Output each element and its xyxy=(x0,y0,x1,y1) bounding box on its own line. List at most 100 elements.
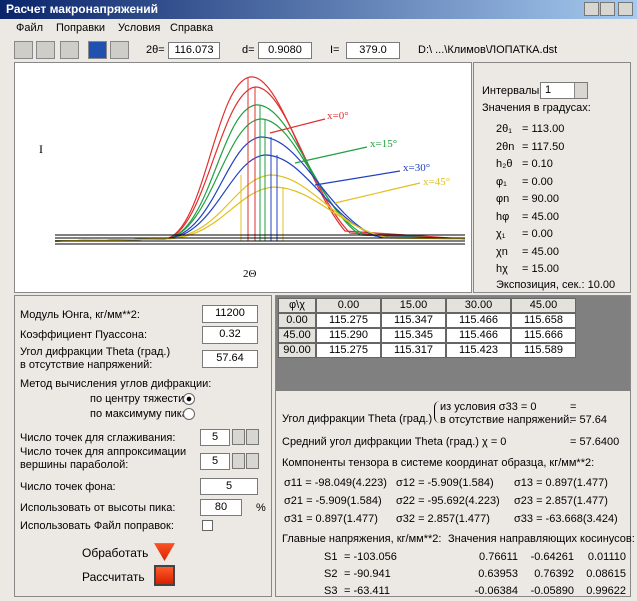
height-field[interactable]: 80 xyxy=(200,499,242,516)
cosine: 0.99622 xyxy=(586,585,626,597)
mean-value: = 57.6400 xyxy=(570,436,620,448)
cosine: -0.64261 xyxy=(530,551,574,563)
y-axis-label: I xyxy=(39,142,43,156)
intervals-panel xyxy=(473,62,631,293)
principal-name: S3 xyxy=(324,585,338,597)
intervals-label: Интервалы: xyxy=(482,85,543,97)
tensor-component: σ23 = 2.857(1.477) xyxy=(514,495,608,507)
radio-checked[interactable] xyxy=(183,393,195,405)
x-axis-label: 2Θ xyxy=(243,268,257,280)
table-cell: 115.290 xyxy=(316,328,381,343)
table-header-cell: φ\χ xyxy=(278,298,316,313)
maximize-button[interactable] xyxy=(600,2,615,16)
table-cell: 115.347 xyxy=(381,313,446,328)
spin-up[interactable] xyxy=(246,453,259,469)
table-header-cell: 45.00 xyxy=(511,298,576,313)
smooth-field[interactable]: 5 xyxy=(200,429,230,446)
table-cell: 90.00 xyxy=(278,343,316,358)
approx-label: Число точек для аппроксимации xyxy=(20,446,187,458)
minimize-button[interactable] xyxy=(584,2,599,16)
baseline xyxy=(55,234,465,245)
interval-name: h₂θ xyxy=(496,158,513,170)
young-label: Модуль Юнга, кг/мм**2: xyxy=(20,309,140,321)
principal-value: = -63.411 xyxy=(344,585,390,597)
spin-down[interactable] xyxy=(232,453,245,469)
table-cell: 115.589 xyxy=(511,343,576,358)
theta-label: Угол дифракции Theta (град.) xyxy=(282,413,433,425)
cosine: 0.76392 xyxy=(534,568,574,580)
theta-value: = 57.64 xyxy=(570,414,608,426)
menu-item[interactable]: Условия xyxy=(118,22,161,34)
interval-name: hφ xyxy=(496,210,510,223)
file-path: D:\ ...\Климов\ЛОПАТКА.dst xyxy=(418,44,558,56)
calculate-button[interactable] xyxy=(154,565,175,586)
corrections-checkbox[interactable] xyxy=(202,520,213,531)
table-header-cell: 0.00 xyxy=(316,298,381,313)
tensor-component: σ21 = -5.909(1.584) xyxy=(284,495,382,507)
label-pointers xyxy=(269,118,421,204)
peak-lines xyxy=(240,77,284,241)
background-field[interactable]: 5 xyxy=(200,478,258,495)
approx-label: вершины параболой: xyxy=(20,459,129,471)
process-label[interactable]: Обработать xyxy=(82,546,149,560)
poisson-field[interactable]: 0.32 xyxy=(202,326,258,344)
intervals-heading: Значения в градусах: xyxy=(482,102,591,114)
table-cell: 115.317 xyxy=(381,343,446,358)
calculate-label[interactable]: Рассчитать xyxy=(82,570,145,584)
spin-up[interactable] xyxy=(246,429,259,445)
i-label: I= xyxy=(330,44,340,56)
table-header-cell: 15.00 xyxy=(381,298,446,313)
close-button[interactable] xyxy=(618,2,633,16)
table-cell: 115.423 xyxy=(446,343,511,358)
mean-label: Средний угол дифракции Theta (град.) χ =… xyxy=(282,436,507,448)
young-field[interactable]: 11200 xyxy=(202,305,258,323)
two-theta-field: 116.073 xyxy=(168,42,220,59)
method-option: по центру тяжести xyxy=(90,393,185,405)
curve-label: x=45° xyxy=(423,176,450,188)
two-theta-label: 2θ= xyxy=(146,44,165,56)
poisson-label: Коэффициент Пуассона: xyxy=(20,329,148,341)
approx-field[interactable]: 5 xyxy=(200,453,230,470)
combo-arrow xyxy=(574,83,587,98)
cosines-heading: Значения направляющих косинусов: xyxy=(448,533,635,545)
table-cell: 115.345 xyxy=(381,328,446,343)
theta0-label: в отсутствие напряжений: xyxy=(20,359,153,371)
table-cell: 115.466 xyxy=(446,328,511,343)
tensor-component: σ22 = -95.692(4.223) xyxy=(396,495,500,507)
method-option: по максимуму пика xyxy=(90,408,188,420)
principal-value: = -90.941 xyxy=(344,568,391,580)
interval-value: = 0.00 xyxy=(522,175,553,188)
exposure: Экспозиция, сек.: 10.00 xyxy=(496,279,616,291)
toolbar-button[interactable] xyxy=(14,41,33,59)
smooth-label: Число точек для сглаживания: xyxy=(20,432,176,444)
menu-item[interactable]: Поправки xyxy=(56,22,106,34)
brace xyxy=(434,401,441,423)
table-cell: 115.275 xyxy=(316,343,381,358)
menu-item[interactable]: Файл xyxy=(16,22,44,34)
theta-condition: из условия σ33 = 0 xyxy=(440,401,537,413)
toolbar-button[interactable] xyxy=(110,41,129,59)
radio[interactable] xyxy=(183,408,195,420)
toolbar-button[interactable] xyxy=(88,41,107,59)
toolbar-button[interactable] xyxy=(60,41,79,59)
interval-name: 2θn xyxy=(496,140,515,153)
tensor-component: σ11 = -98.049(4.223) xyxy=(284,477,387,489)
curve-label: x=15° xyxy=(370,138,397,150)
interval-name: hχ xyxy=(496,263,508,275)
window-title: Расчет макронапряжений xyxy=(6,2,159,16)
interval-value: = 113.00 xyxy=(522,123,565,135)
d-field: 0.9080 xyxy=(258,42,312,59)
menu-item[interactable]: Справка xyxy=(170,22,214,34)
i-field: 379.0 xyxy=(346,42,400,59)
theta-value: = xyxy=(570,401,577,413)
toolbar-button[interactable] xyxy=(36,41,55,59)
spin-down[interactable] xyxy=(232,429,245,445)
interval-name: φ₁ xyxy=(496,175,507,188)
tensor-component: σ33 = -63.668(3.424) xyxy=(514,513,618,525)
interval-value: = 45.00 xyxy=(522,245,560,258)
theta0-field[interactable]: 57.64 xyxy=(202,350,258,368)
plot-area: I 2Θ x=0° x=15° x=30° x=45° xyxy=(14,62,472,293)
cosine: 0.63953 xyxy=(478,568,518,580)
table-header-cell: 30.00 xyxy=(446,298,511,313)
